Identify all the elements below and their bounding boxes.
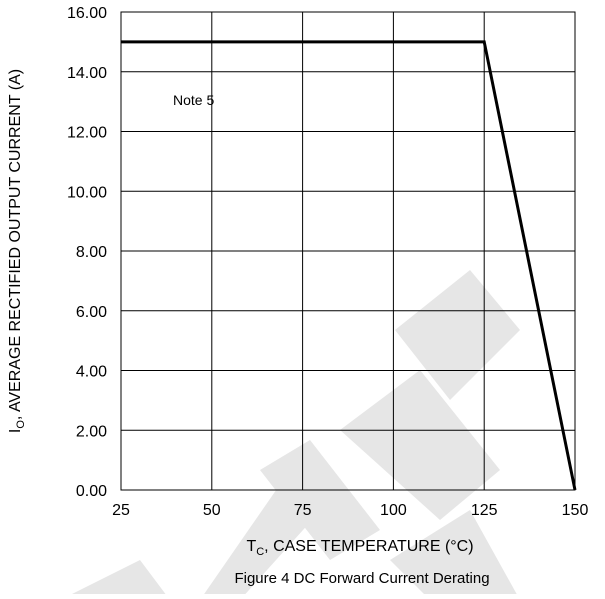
series-layer (121, 40, 577, 491)
x-tick-label: 150 (562, 502, 589, 519)
watermark-stroke (260, 440, 380, 560)
y-tick-label: 16.00 (67, 5, 107, 22)
x-tick-label: 125 (471, 502, 498, 519)
x-axis-label-sub: C (256, 546, 264, 558)
y-tick-label: 12.00 (67, 125, 107, 142)
x-tick-labels: 25 50 75 100 125 150 (112, 502, 588, 519)
y-axis-label: IO, AVERAGE RECTIFIED OUTPUT CURRENT (A) (7, 69, 27, 433)
watermark-stroke (395, 270, 520, 400)
y-axis-label-main: I (7, 429, 24, 433)
y-tick-label: 2.00 (76, 423, 107, 440)
series-line (121, 40, 577, 491)
x-axis-label-main: T (246, 538, 256, 555)
y-tick-label: 10.00 (67, 184, 107, 201)
y-tick-label: 4.00 (76, 364, 107, 381)
x-tick-label: 50 (203, 502, 221, 519)
y-tick-labels: 0.00 2.00 4.00 6.00 8.00 10.00 12.00 14.00 16.00 (67, 5, 107, 500)
note-annotation: Note 5 (173, 92, 214, 108)
watermark (62, 270, 520, 599)
y-axis-label-sub: O (15, 420, 27, 429)
y-tick-label: 6.00 (76, 304, 107, 321)
watermark-stroke (390, 510, 520, 599)
x-tick-label: 100 (380, 502, 407, 519)
watermark-stroke (62, 560, 170, 599)
y-tick-label: 8.00 (76, 244, 107, 261)
x-tick-label: 25 (112, 502, 130, 519)
grid-lines (120, 11, 576, 491)
y-tick-label: 0.00 (76, 483, 107, 500)
x-tick-label: 75 (294, 502, 312, 519)
x-axis-label-rest: , CASE TEMPERATURE (°C) (264, 538, 473, 555)
y-axis-label-rest: , AVERAGE RECTIFIED OUTPUT CURRENT (A) (7, 69, 24, 420)
watermark-stroke (340, 370, 500, 520)
y-tick-label: 14.00 (67, 65, 107, 82)
plot-frame (120, 11, 576, 491)
x-axis-label: TC, CASE TEMPERATURE (°C) (246, 538, 473, 558)
figure-caption: Figure 4 DC Forward Current Derating (234, 570, 489, 587)
